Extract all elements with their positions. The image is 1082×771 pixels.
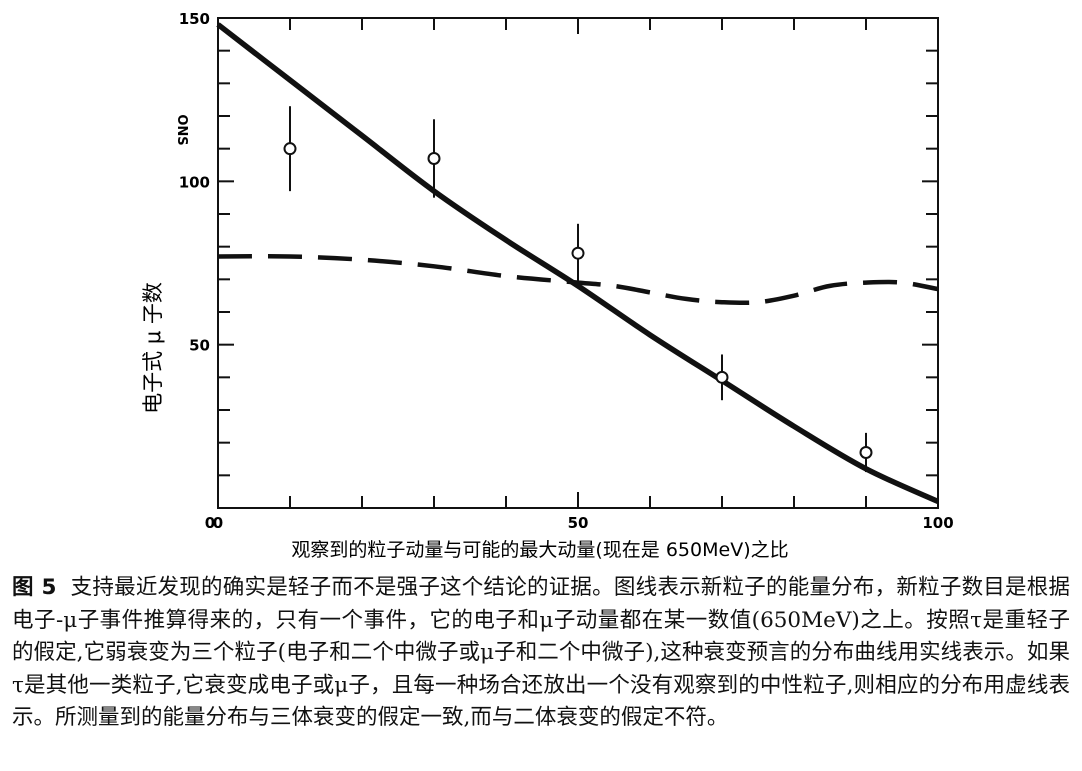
- x-tick-label: 0: [205, 514, 215, 532]
- y-axis-label: 电子式 μ 子数: [141, 282, 165, 414]
- x-tick-label: 50: [568, 514, 589, 532]
- data-point: [427, 151, 441, 165]
- y-axis-top-label: ONS: [174, 114, 189, 145]
- data-point: [283, 142, 297, 156]
- x-tick-label: 0: [213, 514, 223, 532]
- data-points: [283, 106, 873, 473]
- data-point: [715, 370, 729, 384]
- y-tick-label: 100: [179, 173, 210, 191]
- solid-curve: [216, 22, 940, 505]
- data-point: [571, 246, 585, 260]
- dashed-curve: [217, 253, 939, 306]
- tick-labels: 00 50 100 50 100 150: [179, 10, 954, 532]
- figure-caption: 图 5 支持最近发现的确实是轻子而不是强子这个结论的证据。图线表示新粒子的能量分布…: [12, 572, 1070, 735]
- data-point: [859, 445, 873, 459]
- y-tick-label: 50: [189, 337, 210, 355]
- solid-series-line: [216, 22, 940, 505]
- caption-text: 支持最近发现的确实是轻子而不是强子这个结论的证据。图线表示新粒子的能量分布，新粒…: [12, 575, 1070, 730]
- dashed-series-line: [217, 253, 939, 306]
- chart: 00 50 100 50 100 150 ONS 电子式 μ 子数 观察到的粒子动量与可能…: [141, 10, 954, 560]
- tick-marks: [218, 18, 938, 508]
- x-axis-label: 观察到的粒子动量与可能的最大动量(现在是 650MeV)之比: [291, 539, 788, 560]
- caption-label: 图 5: [12, 575, 57, 600]
- x-tick-label: 100: [922, 514, 953, 532]
- y-tick-label: 150: [179, 10, 210, 28]
